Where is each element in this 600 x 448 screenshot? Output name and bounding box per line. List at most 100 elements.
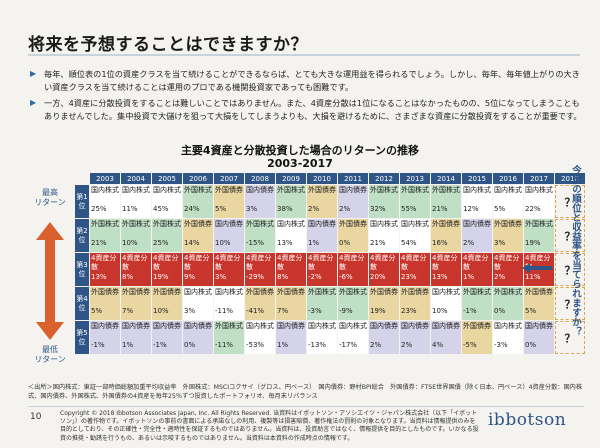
future-unknown-cell: ？ bbox=[555, 321, 585, 354]
year-header: 2010 bbox=[307, 173, 337, 184]
return-cell: 国内株式 10% bbox=[431, 287, 461, 320]
return-cell: 国内株式 13% bbox=[276, 219, 306, 252]
rank-row: 第2位 外国株式 21% 外国株式 10% 外国株式 25% 外国債券 14% 国内債券 10% 外国… bbox=[75, 219, 585, 252]
return-cell: 国内債券 2% bbox=[369, 321, 399, 354]
future-unknown-cell: ？ bbox=[555, 185, 585, 218]
return-value: -53% bbox=[246, 341, 265, 349]
return-value: 32% bbox=[370, 205, 386, 213]
future-unknown-cell: ？ bbox=[555, 287, 585, 320]
slide-title: 将来を予想することはできますか？ bbox=[28, 35, 308, 55]
future-unknown-cell: ？ bbox=[555, 219, 585, 252]
rank-label: 第5位 bbox=[75, 321, 89, 354]
return-cell: 外国債券 10% bbox=[152, 287, 182, 320]
asset-name: 国内株式 bbox=[153, 186, 181, 194]
return-value: 1% bbox=[277, 341, 289, 349]
return-cell: 国内株式 25% bbox=[90, 185, 120, 218]
asset-name: 外国債券 bbox=[432, 220, 460, 228]
return-cell: 外国株式 32% bbox=[369, 185, 399, 218]
return-cell: 4資産分散 2% bbox=[493, 253, 523, 286]
year-header: 2015 bbox=[462, 173, 492, 184]
asset-name: 外国債券 bbox=[122, 288, 150, 296]
bullet-triangle-icon: ▶ bbox=[30, 98, 37, 107]
return-cell: 4資産分散 3% bbox=[214, 253, 244, 286]
future-unknown-cell: ？ bbox=[555, 253, 585, 286]
year-header: 2017 bbox=[524, 173, 554, 184]
return-cell: 国内株式 -3% bbox=[493, 321, 523, 354]
return-value: 10% bbox=[432, 307, 448, 315]
return-value: -41% bbox=[246, 307, 265, 315]
return-cell: 外国株式 24% bbox=[183, 185, 213, 218]
return-value: 45% bbox=[153, 205, 169, 213]
return-value: 12% bbox=[463, 205, 479, 213]
chart-title: 主要4資産と分散投資した場合のリターンの推移 bbox=[180, 144, 420, 157]
asset-name: 4資産分散 bbox=[463, 254, 489, 271]
rank-label: 第4位 bbox=[75, 287, 89, 320]
return-value: 38% bbox=[277, 205, 293, 213]
asset-name: 外国債券 bbox=[277, 288, 305, 296]
return-value: 2% bbox=[308, 205, 320, 213]
return-value: -13% bbox=[308, 341, 327, 349]
return-cell: 外国株式 21% bbox=[431, 185, 461, 218]
year-header: 2014 bbox=[431, 173, 461, 184]
asset-name: 外国株式 bbox=[494, 288, 522, 296]
return-cell: 外国債券 3% bbox=[493, 219, 523, 252]
return-value: 22% bbox=[525, 205, 541, 213]
asset-name: 4資産分散 bbox=[184, 254, 210, 271]
asset-name: 4資産分散 bbox=[277, 254, 303, 271]
return-cell: 国内株式 -11% bbox=[214, 287, 244, 320]
return-cell: 外国債券 -5% bbox=[462, 321, 492, 354]
return-value: -5% bbox=[463, 341, 477, 349]
return-value: 2% bbox=[370, 341, 382, 349]
source-note: ＜出所＞国内株式：東証一部時価総額加重平均収益率 外国株式：MSCIコクサイ（グ… bbox=[28, 384, 583, 400]
return-cell: 国内債券 -1% bbox=[152, 321, 182, 354]
return-value: -11% bbox=[215, 341, 234, 349]
return-cell: 外国株式 -15% bbox=[245, 219, 275, 252]
return-value: -9% bbox=[339, 307, 353, 315]
return-value: 10% bbox=[153, 307, 169, 315]
lowest-return-label: 最低 リターン bbox=[34, 345, 66, 364]
return-cell: 4資産分散 20% bbox=[369, 253, 399, 286]
asset-name: 国内債券 bbox=[122, 322, 150, 330]
return-cell: 外国債券 -41% bbox=[245, 287, 275, 320]
asset-name: 外国債券 bbox=[370, 288, 398, 296]
return-value: 21% bbox=[370, 239, 386, 247]
return-value: 13% bbox=[277, 239, 293, 247]
highest-return-label: 最高 リターン bbox=[34, 188, 66, 207]
return-cell: 外国株式 -3% bbox=[307, 287, 337, 320]
year-header: 2016 bbox=[493, 173, 523, 184]
asset-name: 国内債券 bbox=[525, 322, 553, 330]
paragraph-2: 一方、4資産に分散投資をすることは難しいことではありません。また、4資産分散は1… bbox=[44, 98, 582, 121]
asset-name: 国内株式 bbox=[91, 186, 119, 194]
return-value: 2% bbox=[401, 341, 413, 349]
return-value: 11% bbox=[122, 205, 138, 213]
asset-name: 外国株式 bbox=[153, 220, 181, 228]
year-header: 2006 bbox=[183, 173, 213, 184]
return-cell: 国内債券 3% bbox=[245, 185, 275, 218]
asset-name: 国内株式 bbox=[494, 322, 522, 330]
return-cell: 国内債券 1% bbox=[307, 219, 337, 252]
return-cell: 国内株式 11% bbox=[121, 185, 151, 218]
asset-name: 4資産分散 bbox=[432, 254, 458, 271]
return-value: 5% bbox=[215, 205, 227, 213]
return-cell: 外国債券 14% bbox=[183, 219, 213, 252]
asset-name: 国内株式 bbox=[370, 220, 398, 228]
asset-name: 外国株式 bbox=[401, 186, 429, 194]
corner-cell bbox=[75, 173, 89, 184]
asset-name: 外国株式 bbox=[525, 220, 553, 228]
asset-name: 外国株式 bbox=[370, 186, 398, 194]
return-value: 13% bbox=[91, 273, 107, 281]
asset-name: 4資産分散 bbox=[122, 254, 148, 271]
asset-name: 国内債券 bbox=[277, 322, 305, 330]
return-cell: 外国債券 0% bbox=[338, 219, 368, 252]
return-value: 5% bbox=[525, 307, 537, 315]
rank-row: 第3位 4資産分散 13% 4資産分散 8% 4資産分散 19% 4資産分散 9% 4資産分散 3%… bbox=[75, 253, 585, 286]
return-value: 1% bbox=[463, 273, 475, 281]
chart-subtitle: 2003-2017 bbox=[267, 157, 333, 170]
return-cell: 国内株式 -17% bbox=[338, 321, 368, 354]
return-value: -1% bbox=[153, 341, 167, 349]
return-value: 20% bbox=[370, 273, 386, 281]
return-cell: 4資産分散 8% bbox=[121, 253, 151, 286]
title-divider bbox=[28, 54, 580, 56]
rank-label: 第2位 bbox=[75, 219, 89, 252]
asset-name: 国内株式 bbox=[122, 186, 150, 194]
